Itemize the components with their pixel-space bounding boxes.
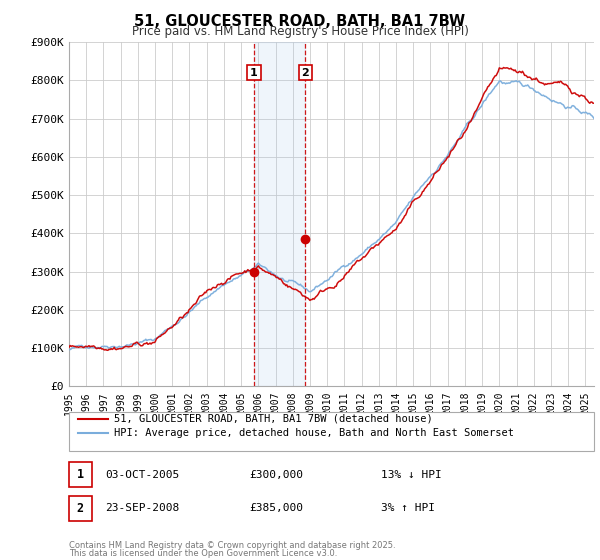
Text: Price paid vs. HM Land Registry's House Price Index (HPI): Price paid vs. HM Land Registry's House … (131, 25, 469, 38)
Text: 2: 2 (301, 68, 309, 78)
Text: HPI: Average price, detached house, Bath and North East Somerset: HPI: Average price, detached house, Bath… (114, 428, 514, 438)
Text: 1: 1 (250, 68, 258, 78)
Text: 1: 1 (77, 468, 84, 481)
Text: 51, GLOUCESTER ROAD, BATH, BA1 7BW (detached house): 51, GLOUCESTER ROAD, BATH, BA1 7BW (deta… (114, 414, 433, 424)
Text: 51, GLOUCESTER ROAD, BATH, BA1 7BW: 51, GLOUCESTER ROAD, BATH, BA1 7BW (134, 14, 466, 29)
Text: £300,000: £300,000 (249, 470, 303, 479)
Text: 13% ↓ HPI: 13% ↓ HPI (381, 470, 442, 479)
Text: This data is licensed under the Open Government Licence v3.0.: This data is licensed under the Open Gov… (69, 549, 337, 558)
Text: 3% ↑ HPI: 3% ↑ HPI (381, 503, 435, 513)
Bar (254, 42, 305, 386)
Text: £385,000: £385,000 (249, 503, 303, 513)
Text: 2: 2 (77, 502, 84, 515)
Text: 03-OCT-2005: 03-OCT-2005 (105, 470, 179, 479)
Text: Contains HM Land Registry data © Crown copyright and database right 2025.: Contains HM Land Registry data © Crown c… (69, 541, 395, 550)
Text: 23-SEP-2008: 23-SEP-2008 (105, 503, 179, 513)
